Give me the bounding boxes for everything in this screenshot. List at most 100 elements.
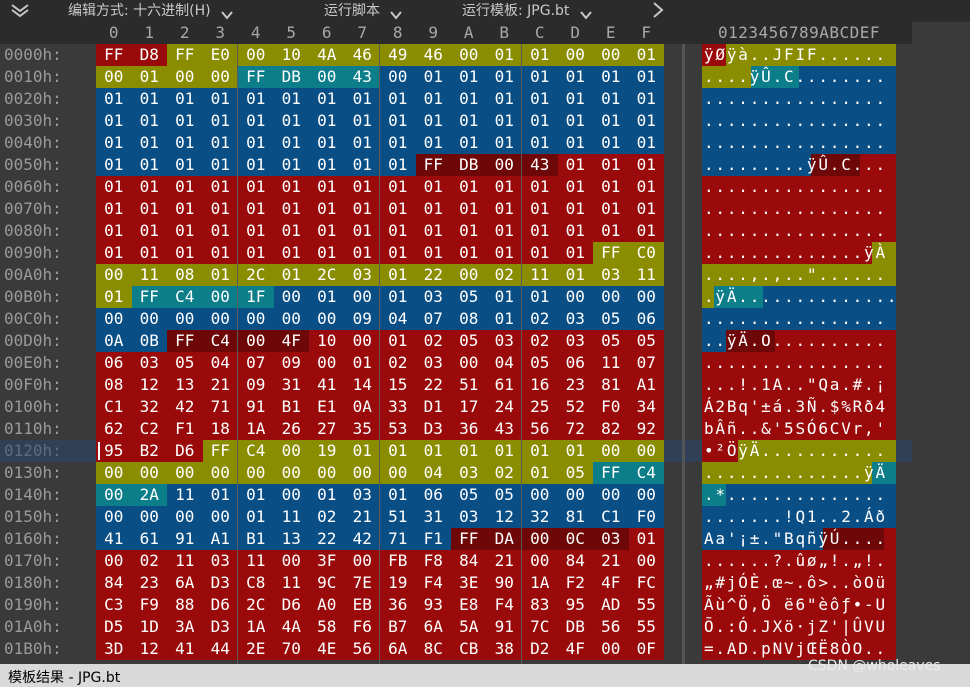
hex-byte[interactable]: 10 (273, 44, 309, 66)
hex-byte[interactable]: 06 (96, 352, 132, 374)
hex-byte[interactable]: 71 (202, 396, 238, 418)
hex-byte[interactable]: B2 (131, 440, 167, 462)
hex-byte[interactable]: 41 (309, 374, 345, 396)
hex-byte[interactable]: 08 (96, 374, 132, 396)
hex-byte[interactable]: 02 (131, 550, 167, 572)
hex-byte[interactable]: 01 (96, 220, 132, 242)
hex-byte[interactable]: 01 (273, 242, 309, 264)
hex-byte[interactable]: 01 (557, 154, 593, 176)
hex-byte[interactable]: 03 (593, 264, 629, 286)
hex-byte[interactable]: 00 (96, 550, 132, 572)
hex-byte[interactable]: 00 (451, 352, 487, 374)
ascii-text[interactable]: ................ (704, 221, 887, 240)
hex-byte[interactable]: 00 (202, 286, 238, 308)
hex-byte[interactable]: 01 (131, 198, 167, 220)
hex-byte[interactable]: 01 (273, 154, 309, 176)
hex-byte[interactable]: 01 (415, 132, 451, 154)
hex-byte[interactable]: 56 (344, 638, 380, 660)
hex-byte[interactable]: 01 (522, 176, 558, 198)
hex-byte[interactable]: 01 (273, 264, 309, 286)
hex-byte[interactable]: 04 (380, 308, 416, 330)
hex-byte[interactable]: 1A (522, 572, 558, 594)
hex-byte[interactable]: C3 (96, 594, 132, 616)
ascii-text[interactable]: ................ (704, 353, 887, 372)
hex-byte[interactable]: 19 (380, 572, 416, 594)
hex-byte[interactable]: 0C (557, 528, 593, 550)
hex-byte[interactable]: 01 (380, 264, 416, 286)
hex-byte[interactable]: 21 (593, 550, 629, 572)
ascii-text[interactable]: „#jÓÈ.œ~.ô>..òOü (704, 573, 887, 592)
ascii-text[interactable]: Aa'¡±."BqñÿÚ.... (704, 529, 887, 548)
hex-byte[interactable]: 00 (522, 484, 558, 506)
hex-byte[interactable]: 51 (380, 506, 416, 528)
hex-byte[interactable]: 01 (202, 132, 238, 154)
hex-byte[interactable]: 43 (486, 418, 522, 440)
hex-byte[interactable]: 91 (167, 528, 203, 550)
hex-byte[interactable]: 01 (273, 198, 309, 220)
template-results-tab[interactable]: 模板结果 - JPG.bt (0, 664, 970, 687)
hex-byte[interactable]: 55 (628, 616, 664, 638)
hex-byte[interactable]: F4 (486, 594, 522, 616)
hex-byte[interactable]: 01 (486, 44, 522, 66)
hex-byte[interactable]: 03 (344, 264, 380, 286)
hex-byte[interactable]: 4F (273, 330, 309, 352)
hex-byte[interactable]: 00 (309, 462, 345, 484)
hex-byte[interactable]: 01 (415, 66, 451, 88)
hex-pane[interactable]: FF D8 FF E0 00 10 4A 46 49 46 00 01 01 00 00 01 00 01 00 00… (96, 44, 664, 664)
hex-byte[interactable]: 71 (380, 528, 416, 550)
hex-byte[interactable]: FF (593, 462, 629, 484)
ascii-pane[interactable]: ÿØÿà..JFIF...... ....ÿÛ.C................… (702, 44, 897, 664)
hex-byte[interactable]: 00 (451, 264, 487, 286)
hex-byte[interactable]: 01 (344, 440, 380, 462)
hex-byte[interactable]: 7E (344, 572, 380, 594)
hex-byte[interactable]: 09 (273, 352, 309, 374)
hex-byte[interactable]: 22 (309, 528, 345, 550)
hex-byte[interactable]: 01 (557, 110, 593, 132)
hex-byte[interactable]: 03 (451, 506, 487, 528)
hex-byte[interactable]: 06 (415, 484, 451, 506)
hex-byte[interactable]: 01 (96, 110, 132, 132)
hex-byte[interactable]: 01 (628, 154, 664, 176)
hex-byte[interactable]: 03 (557, 308, 593, 330)
collapse-icon[interactable] (8, 2, 32, 20)
hex-byte[interactable]: 16 (522, 374, 558, 396)
hex-byte[interactable]: 01 (522, 44, 558, 66)
hex-byte[interactable]: 02 (309, 506, 345, 528)
hex-byte[interactable]: 01 (380, 198, 416, 220)
hex-byte[interactable]: 01 (344, 176, 380, 198)
hex-byte[interactable]: 12 (486, 506, 522, 528)
hex-byte[interactable]: 72 (557, 418, 593, 440)
ascii-text[interactable]: ................ (704, 177, 887, 196)
hex-byte[interactable]: 00 (238, 330, 274, 352)
hex-byte[interactable]: 01 (380, 440, 416, 462)
hex-byte[interactable]: 41 (96, 528, 132, 550)
hex-byte[interactable]: 84 (451, 550, 487, 572)
hex-byte[interactable]: 52 (557, 396, 593, 418)
hex-byte[interactable]: 09 (238, 374, 274, 396)
hex-byte[interactable]: E0 (202, 44, 238, 66)
hex-byte[interactable]: FB (380, 550, 416, 572)
hex-byte[interactable]: 01 (380, 110, 416, 132)
hex-byte[interactable]: 05 (557, 462, 593, 484)
hex-byte[interactable]: 8C (415, 638, 451, 660)
hex-byte[interactable]: 07 (415, 308, 451, 330)
hex-byte[interactable]: 1F (238, 286, 274, 308)
hex-byte[interactable]: 00 (628, 440, 664, 462)
hex-byte[interactable]: 01 (557, 66, 593, 88)
hex-byte[interactable]: 03 (344, 484, 380, 506)
hex-byte[interactable]: 01 (557, 132, 593, 154)
hex-byte[interactable]: 01 (557, 220, 593, 242)
hex-byte[interactable]: 01 (344, 154, 380, 176)
hex-byte[interactable]: 00 (309, 308, 345, 330)
hex-byte[interactable]: 04 (202, 352, 238, 374)
hex-byte[interactable]: 01 (522, 242, 558, 264)
hex-byte[interactable]: 4F (557, 638, 593, 660)
hex-byte[interactable]: 01 (451, 110, 487, 132)
hex-byte[interactable]: 04 (415, 462, 451, 484)
hex-byte[interactable]: 2C (238, 264, 274, 286)
hex-byte[interactable]: FF (451, 528, 487, 550)
hex-byte[interactable]: B7 (380, 616, 416, 638)
hex-byte[interactable]: 6A (415, 616, 451, 638)
hex-byte[interactable]: 88 (167, 594, 203, 616)
hex-byte[interactable]: 2C (238, 594, 274, 616)
